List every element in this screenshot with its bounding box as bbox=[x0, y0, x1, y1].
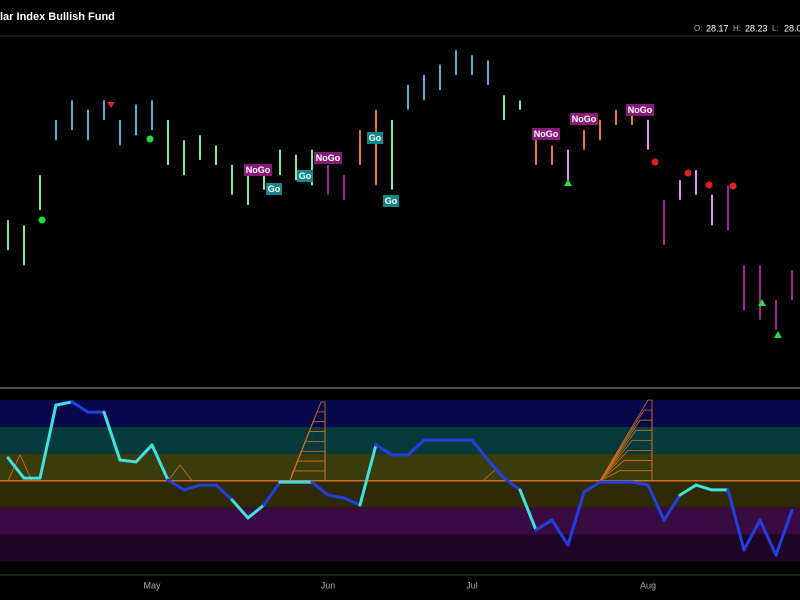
oscillator-band bbox=[0, 534, 800, 562]
annotation-box bbox=[297, 170, 313, 182]
ohlc-label: L: bbox=[772, 24, 779, 33]
oscillator-band bbox=[0, 453, 800, 481]
annotation-label: NoGo bbox=[572, 114, 597, 124]
annotation-box bbox=[314, 152, 342, 164]
annotation-box bbox=[244, 164, 272, 176]
annotation-label: NoGo bbox=[316, 153, 341, 163]
oscillator-segment bbox=[326, 493, 346, 500]
momentum-fan bbox=[599, 399, 653, 481]
momentum-fan bbox=[7, 454, 33, 481]
oscillator-segment bbox=[406, 438, 426, 457]
oscillator-segment bbox=[630, 480, 650, 487]
oscillator-segment bbox=[726, 488, 746, 552]
annotation-box bbox=[626, 104, 654, 116]
signal-dot bbox=[729, 182, 737, 190]
chart-title: lar Index Bullish Fund bbox=[0, 11, 115, 23]
oscillator-segment bbox=[230, 498, 250, 520]
oscillator-segment bbox=[502, 476, 522, 492]
oscillator-segment bbox=[150, 443, 170, 482]
annotation-label: NoGo bbox=[534, 129, 559, 139]
oscillator-segment bbox=[582, 480, 602, 494]
oscillator-segment bbox=[166, 478, 186, 492]
oscillator-segment bbox=[678, 483, 698, 497]
oscillator-segment bbox=[6, 456, 26, 480]
oscillator-segment bbox=[310, 480, 330, 497]
oscillator-segment bbox=[102, 410, 122, 462]
annotation-label: Go bbox=[385, 196, 398, 206]
oscillator-segment bbox=[742, 518, 762, 552]
oscillator-segment bbox=[54, 400, 74, 407]
signal-dot bbox=[684, 169, 692, 177]
ohlc-value: 28.23 bbox=[745, 23, 768, 33]
annotation-box bbox=[532, 128, 560, 140]
signal-dot bbox=[651, 158, 659, 166]
signal-dot bbox=[38, 216, 46, 224]
ohlc-value: 28.06 bbox=[784, 23, 800, 33]
signal-dot bbox=[705, 181, 713, 189]
oscillator-segment bbox=[694, 483, 714, 492]
oscillator-segment bbox=[470, 438, 490, 462]
oscillator-segment bbox=[70, 400, 90, 414]
signal-triangle bbox=[774, 331, 782, 338]
oscillator-band bbox=[0, 507, 800, 535]
annotation-label: Go bbox=[369, 133, 382, 143]
oscillator-segment bbox=[342, 496, 362, 507]
ohlc-label: H: bbox=[733, 24, 741, 33]
oscillator-segment bbox=[566, 490, 586, 547]
oscillator-segment bbox=[486, 458, 506, 480]
oscillator-segment bbox=[374, 443, 394, 457]
oscillator-segment bbox=[358, 443, 378, 507]
momentum-fan bbox=[167, 464, 193, 482]
annotation-box bbox=[570, 113, 598, 125]
annotation-label: NoGo bbox=[246, 165, 271, 175]
oscillator-segment bbox=[214, 483, 234, 502]
oscillator-segment bbox=[518, 488, 538, 532]
oscillator-segment bbox=[134, 443, 154, 464]
oscillator-segment bbox=[758, 518, 778, 557]
signal-triangle bbox=[107, 102, 115, 108]
x-tick-label: Jun bbox=[321, 580, 336, 590]
annotation-box bbox=[383, 195, 399, 207]
oscillator-segment bbox=[182, 483, 202, 492]
x-tick-label: Aug bbox=[640, 580, 656, 590]
ohlc-value: 28.17 bbox=[706, 23, 729, 33]
oscillator-segment bbox=[246, 503, 266, 520]
momentum-fan bbox=[289, 401, 326, 481]
oscillator-segment bbox=[646, 483, 666, 522]
annotation-box bbox=[367, 132, 383, 144]
oscillator-band bbox=[0, 480, 800, 508]
signal-triangle bbox=[758, 299, 766, 306]
oscillator-segment bbox=[534, 518, 554, 532]
signal-dot bbox=[146, 135, 154, 143]
oscillator-band bbox=[0, 400, 800, 427]
annotation-box bbox=[266, 183, 282, 195]
annotation-label: Go bbox=[299, 171, 312, 181]
ohlc-label: O: bbox=[694, 24, 702, 33]
oscillator-segment bbox=[774, 508, 794, 557]
annotation-label: Go bbox=[268, 184, 281, 194]
signal-triangle bbox=[564, 179, 572, 186]
oscillator-segment bbox=[662, 493, 682, 522]
x-tick-label: Jul bbox=[466, 580, 478, 590]
oscillator-band bbox=[0, 426, 800, 454]
annotation-label: NoGo bbox=[628, 105, 653, 115]
oscillator-segment bbox=[550, 518, 570, 547]
oscillator-segment bbox=[118, 458, 138, 464]
oscillator-segment bbox=[38, 403, 58, 480]
oscillator-segment bbox=[262, 480, 282, 507]
x-tick-label: May bbox=[143, 580, 161, 590]
